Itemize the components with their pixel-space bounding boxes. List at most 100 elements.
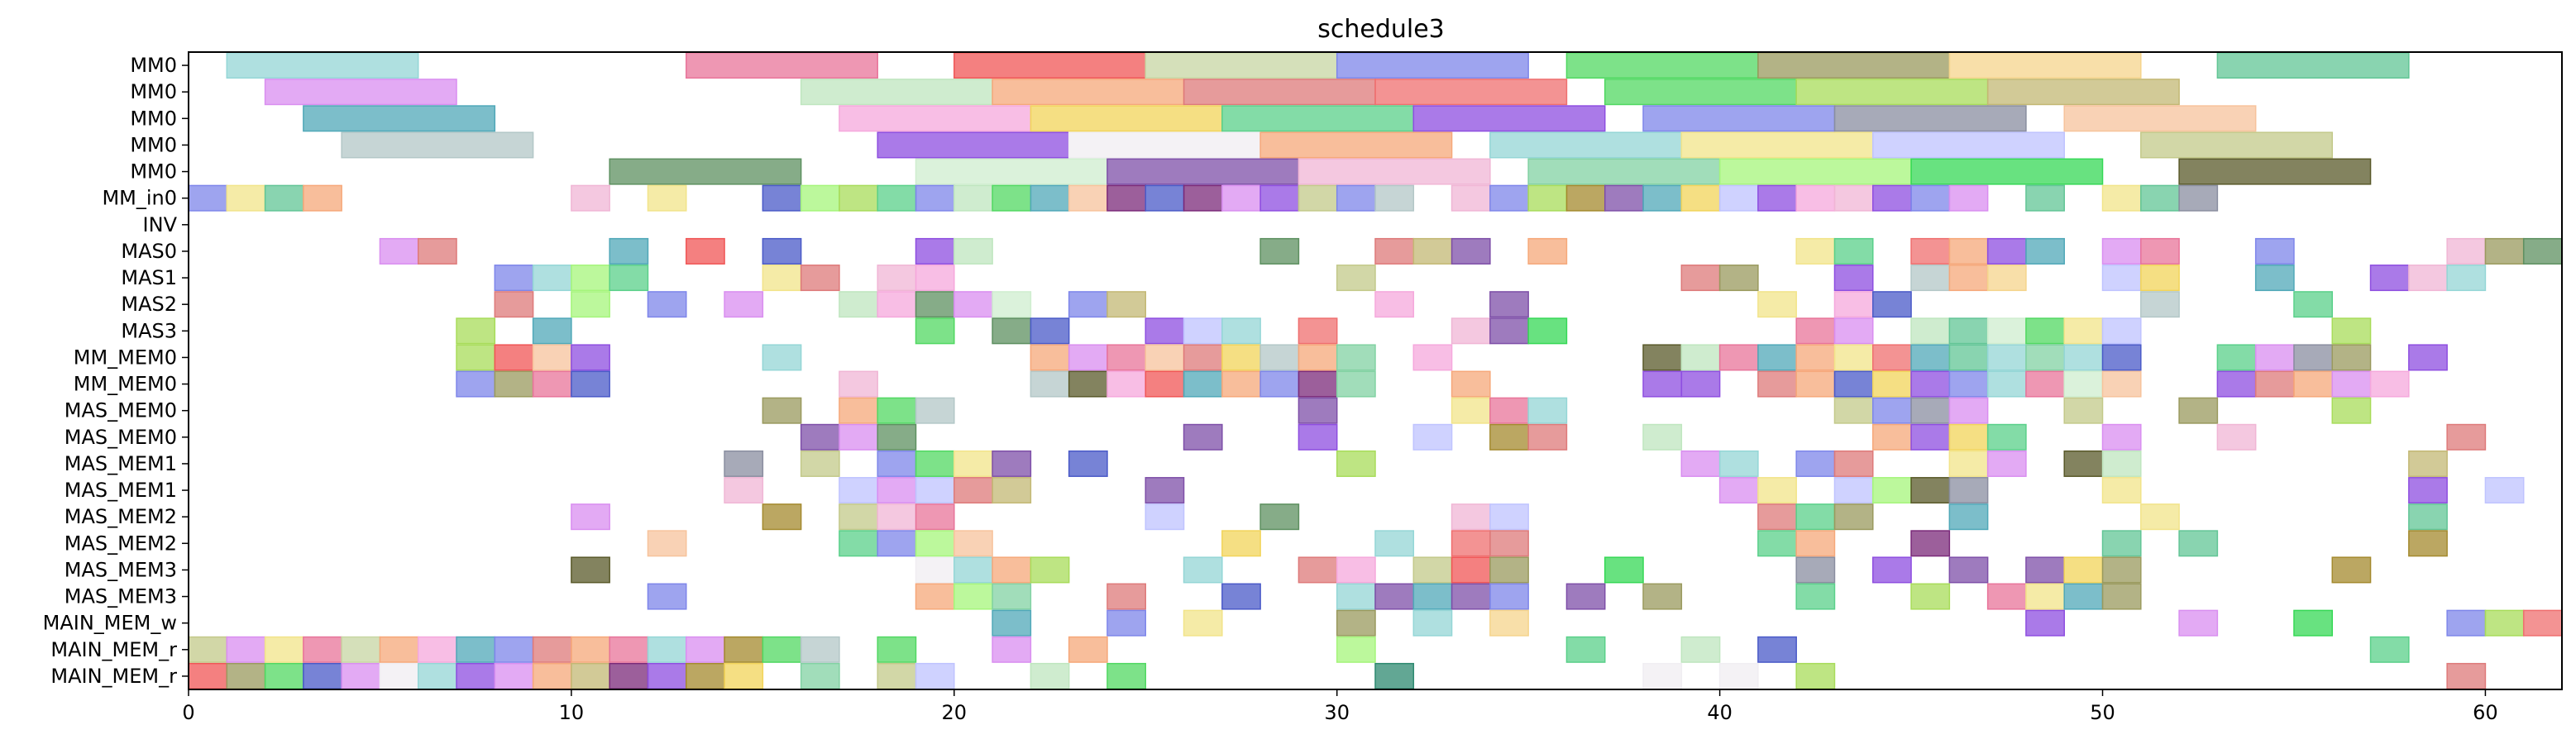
bar-205 xyxy=(1068,370,1108,398)
bar-167 xyxy=(494,344,534,371)
bar-388 xyxy=(686,636,725,663)
y-label-5: MM_in0 xyxy=(102,187,177,210)
bar-52 xyxy=(953,184,993,212)
bar-187 xyxy=(1872,344,1912,371)
bar-122 xyxy=(2140,265,2180,292)
y-axis-labels: MM0 MM0 MM0 MM0 MM0 MM_in0 INV MAS0 MAS1 MAS2 MAS3… xyxy=(43,54,189,688)
bar-125 xyxy=(2408,265,2448,292)
bar-375 xyxy=(188,636,228,663)
bar-214 xyxy=(1642,370,1683,398)
bar-81 xyxy=(2178,184,2219,212)
bar-255 xyxy=(1872,423,1912,451)
bar-73 xyxy=(1795,184,1836,212)
bar-360 xyxy=(2025,583,2065,610)
bar-96 xyxy=(1910,237,1951,265)
bar-36 xyxy=(1298,158,1491,185)
bar-84 xyxy=(609,237,649,265)
bar-174 xyxy=(1145,344,1185,371)
bar-414 xyxy=(724,662,764,689)
bar-79 xyxy=(2101,184,2142,212)
bar-387 xyxy=(647,636,687,663)
bar-389 xyxy=(724,636,764,663)
bar-2 xyxy=(953,52,1147,79)
bar-228 xyxy=(2293,370,2334,398)
bar-307 xyxy=(1948,503,1989,531)
bar-210 xyxy=(1259,370,1300,398)
bar-251 xyxy=(1412,423,1453,451)
bar-45 xyxy=(571,184,610,212)
bar-181 xyxy=(1642,344,1683,371)
bar-78 xyxy=(2025,184,2065,212)
bar-1 xyxy=(686,52,878,79)
bar-6 xyxy=(1757,52,1951,79)
bar-137 xyxy=(1106,291,1147,318)
bar-238 xyxy=(1527,397,1568,424)
bar-91 xyxy=(1412,237,1453,265)
bar-0 xyxy=(226,52,419,79)
y-label-18: MAS_MEM2 xyxy=(65,532,177,555)
bar-401 xyxy=(226,662,266,689)
bar-134 xyxy=(953,291,993,318)
bar-143 xyxy=(2140,291,2180,318)
bar-398 xyxy=(1757,636,1797,663)
bar-44 xyxy=(303,184,342,212)
bar-328 xyxy=(992,556,1032,584)
bar-311 xyxy=(839,530,878,557)
bar-313 xyxy=(915,530,955,557)
bar-90 xyxy=(1374,237,1415,265)
bar-416 xyxy=(877,662,917,689)
bar-116 xyxy=(1718,265,1759,292)
bar-132 xyxy=(877,291,917,318)
bar-136 xyxy=(1068,291,1108,318)
bar-172 xyxy=(1068,344,1108,371)
bar-324 xyxy=(2408,530,2448,557)
bar-182 xyxy=(1680,344,1721,371)
bar-269 xyxy=(1336,450,1376,477)
bar-264 xyxy=(877,450,917,477)
bar-302 xyxy=(1450,503,1491,531)
bar-415 xyxy=(800,662,840,689)
bar-113 xyxy=(915,265,955,292)
y-label-2: MM0 xyxy=(130,107,177,130)
bar-209 xyxy=(1221,370,1261,398)
bar-60 xyxy=(1259,184,1300,212)
bar-276 xyxy=(2063,450,2104,477)
bar-10 xyxy=(800,79,993,106)
bar-130 xyxy=(724,291,764,318)
bar-344 xyxy=(647,583,687,610)
bar-406 xyxy=(417,662,457,689)
bar-404 xyxy=(341,662,381,689)
bar-119 xyxy=(1948,265,1989,292)
bar-32 xyxy=(2140,131,2334,159)
bar-152 xyxy=(1221,317,1261,345)
bar-340 xyxy=(2025,556,2065,584)
bar-140 xyxy=(1757,291,1797,318)
bar-232 xyxy=(839,397,878,424)
bar-259 xyxy=(2101,423,2142,451)
bar-376 xyxy=(226,636,266,663)
bar-267 xyxy=(992,450,1032,477)
y-label-14: MAS_MEM0 xyxy=(65,426,177,449)
bar-163 xyxy=(2063,317,2104,345)
bar-271 xyxy=(1718,450,1759,477)
bar-105 xyxy=(2522,237,2563,265)
bar-423 xyxy=(1795,662,1836,689)
bar-102 xyxy=(2254,237,2295,265)
bar-170 xyxy=(762,344,802,371)
chart-title: schedule3 xyxy=(1317,15,1445,44)
bar-87 xyxy=(915,237,955,265)
bar-380 xyxy=(379,636,419,663)
bar-5 xyxy=(1565,52,1759,79)
bar-221 xyxy=(1948,370,1989,398)
bar-357 xyxy=(1795,583,1836,610)
bar-396 xyxy=(1565,636,1606,663)
bar-384 xyxy=(532,636,572,663)
bar-217 xyxy=(1795,370,1836,398)
bar-237 xyxy=(1489,397,1529,424)
bar-211 xyxy=(1298,370,1338,398)
bar-83 xyxy=(417,237,457,265)
bar-199 xyxy=(456,370,496,398)
bar-133 xyxy=(915,291,955,318)
bar-215 xyxy=(1680,370,1721,398)
bar-234 xyxy=(915,397,955,424)
